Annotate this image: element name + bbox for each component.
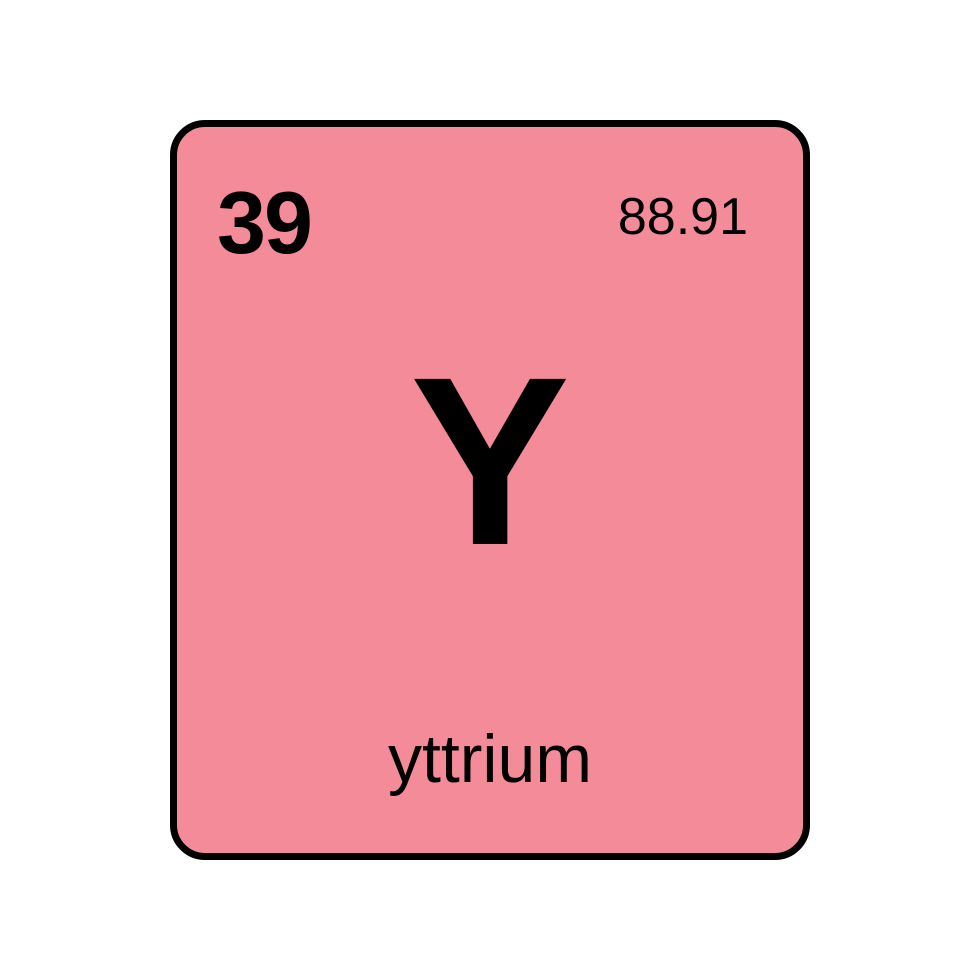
element-symbol: Y	[410, 341, 570, 581]
element-name: yttrium	[388, 720, 592, 798]
atomic-mass: 88.91	[618, 187, 748, 247]
atomic-number: 39	[217, 172, 311, 274]
periodic-element-tile: 39 88.91 Y yttrium	[170, 120, 810, 860]
